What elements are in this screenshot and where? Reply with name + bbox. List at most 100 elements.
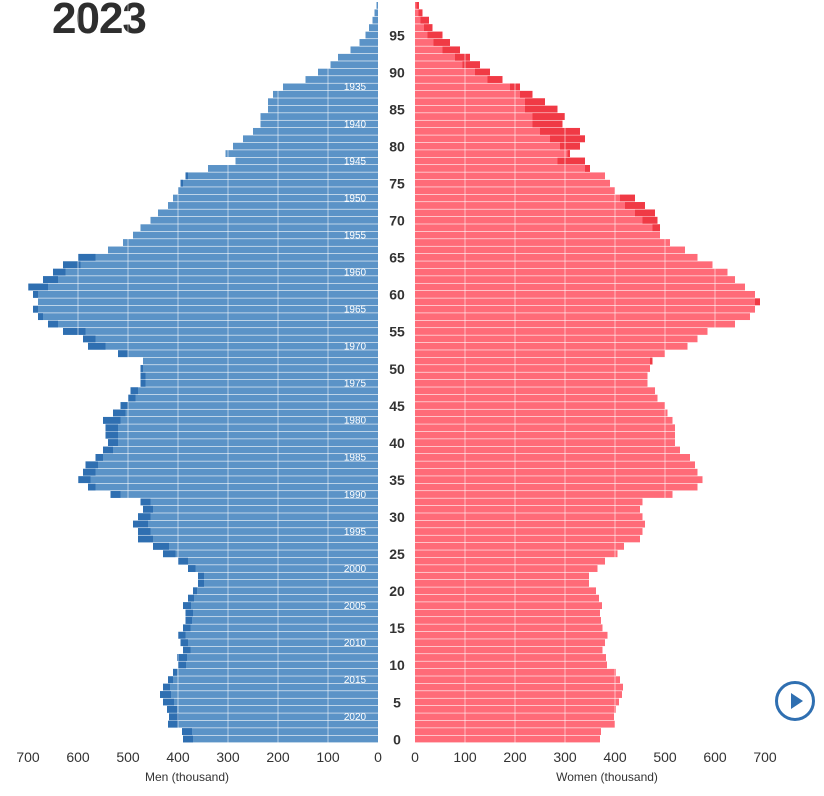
men-bar — [243, 135, 378, 143]
women-bar — [415, 602, 602, 610]
men-excess-bar — [95, 454, 103, 461]
women-bar — [415, 350, 665, 358]
women-bar — [415, 239, 670, 246]
age-tick-label: 5 — [393, 694, 401, 710]
men-excess-bar — [53, 268, 66, 276]
men-excess-bar — [178, 631, 186, 639]
women-bar — [415, 194, 635, 202]
women-bar — [415, 68, 490, 76]
men-bar — [38, 298, 378, 306]
women-axis-tick-label: 0 — [411, 749, 419, 765]
women-bar — [415, 379, 648, 387]
birth-year-label: 1955 — [344, 230, 367, 241]
men-excess-bar — [63, 328, 86, 335]
men-bar — [185, 609, 378, 617]
women-bar — [415, 231, 660, 239]
women-axis-tick-label: 300 — [553, 749, 577, 765]
men-bar — [38, 313, 378, 321]
men-bar — [188, 594, 378, 602]
men-axis-tick-label: 200 — [266, 749, 290, 765]
men-excess-bar — [178, 557, 188, 565]
women-bar — [415, 46, 460, 54]
men-excess-bar — [83, 335, 96, 343]
women-bar — [415, 735, 600, 743]
men-bar — [130, 387, 378, 395]
men-axis-tick-label: 0 — [374, 749, 382, 765]
birth-year-label: 2015 — [344, 675, 367, 686]
men-bar — [182, 728, 378, 735]
play-button[interactable] — [775, 681, 815, 721]
men-bar — [108, 439, 378, 446]
men-bar — [376, 2, 378, 9]
women-axis-tick-label: 700 — [753, 749, 777, 765]
birth-year-label: 1965 — [344, 305, 367, 316]
men-excess-bar — [88, 342, 106, 350]
men-bar — [369, 24, 378, 32]
women-bar — [415, 542, 624, 550]
women-bar — [415, 172, 605, 180]
women-bar — [415, 372, 648, 380]
men-axis-label: Men (thousand) — [145, 770, 229, 784]
men-bar — [28, 283, 378, 291]
men-bar — [138, 528, 378, 535]
men-bar — [105, 431, 378, 439]
women-bar — [415, 594, 599, 602]
women-bar — [415, 261, 713, 269]
women-bar — [415, 387, 655, 395]
women-excess-bar — [532, 113, 565, 120]
men-excess-bar — [105, 431, 118, 439]
men-excess-bar — [182, 728, 192, 735]
men-bar — [128, 394, 378, 402]
women-bar — [415, 53, 470, 61]
men-bar — [185, 172, 378, 180]
men-bar — [140, 372, 378, 380]
age-tick-label: 85 — [389, 101, 405, 117]
women-excess-bar — [625, 202, 645, 209]
men-excess-bar — [130, 387, 138, 395]
men-bar — [53, 268, 378, 276]
women-bar — [415, 691, 622, 698]
women-excess-bar — [487, 76, 503, 83]
women-bar — [415, 179, 610, 187]
men-excess-bar — [160, 691, 171, 698]
men-excess-bar — [138, 513, 151, 521]
women-excess-bar — [557, 157, 585, 165]
women-bar — [415, 165, 590, 172]
women-bar — [415, 142, 580, 150]
men-bar — [33, 305, 378, 313]
women-bar — [415, 520, 645, 528]
birth-year-label: 1950 — [344, 193, 367, 204]
women-excess-bar — [462, 61, 480, 69]
women-bar — [415, 120, 563, 128]
men-excess-bar — [140, 372, 146, 380]
men-bar — [235, 157, 378, 165]
men-axis-tick-label: 100 — [316, 749, 340, 765]
men-bar — [95, 454, 378, 461]
women-bar — [415, 98, 545, 106]
men-excess-bar — [33, 305, 38, 313]
year-title: 2023 — [52, 0, 147, 43]
age-tick-label: 25 — [389, 546, 405, 562]
men-excess-bar — [180, 639, 188, 647]
women-bar — [415, 328, 708, 335]
women-bar — [415, 557, 605, 565]
men-excess-bar — [103, 446, 113, 454]
men-bar — [160, 691, 378, 698]
men-bar — [305, 76, 378, 83]
men-axis-tick-label: 600 — [66, 749, 90, 765]
women-bar — [415, 468, 698, 476]
men-excess-bar — [183, 602, 191, 610]
women-excess-bar — [635, 209, 655, 217]
men-excess-bar — [188, 565, 196, 572]
men-excess-bar — [185, 172, 188, 180]
men-bar — [108, 246, 378, 254]
age-tick-label: 70 — [389, 213, 405, 229]
play-icon — [791, 693, 803, 709]
women-excess-bar — [650, 357, 653, 365]
men-bar — [233, 142, 378, 150]
men-bar — [225, 150, 378, 158]
men-excess-bar — [138, 528, 151, 535]
women-bar — [415, 113, 565, 120]
men-bar — [198, 579, 378, 587]
